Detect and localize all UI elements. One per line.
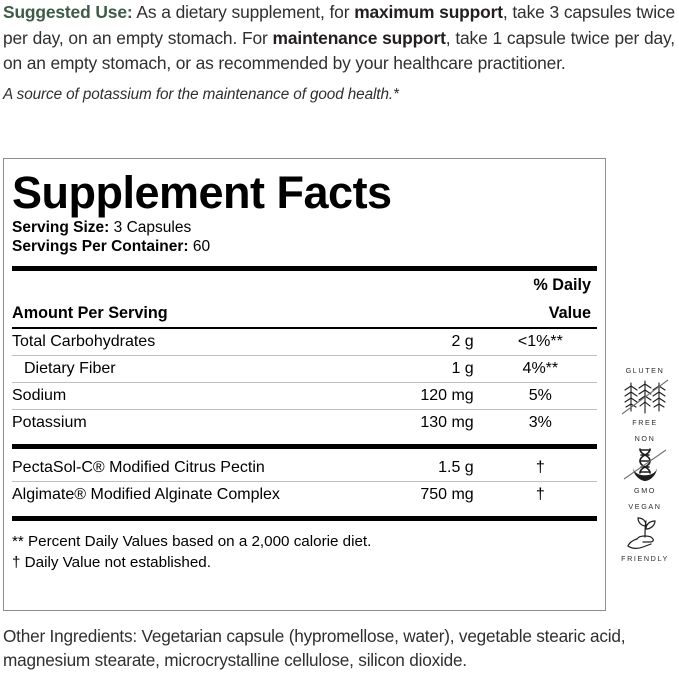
badge-vegan-friendly-bottom-label: FRIENDLY: [621, 554, 669, 563]
nutrient-daily-value: 5%: [528, 387, 552, 404]
supplement-facts-panel: Supplement Facts Serving Size: 3 Capsule…: [3, 158, 606, 611]
nutrient-name: Sodium: [12, 387, 67, 404]
row-separator: [12, 409, 597, 410]
nutrient-name: Dietary Fiber: [24, 360, 116, 377]
ingredient-amount: 1.5 g: [438, 459, 474, 476]
nutrient-daily-value: <1%**: [517, 333, 563, 350]
rule-above-header: [12, 266, 597, 271]
rule-below-header: [12, 327, 597, 329]
table-row: Total Carbohydrates 2 g <1%**: [12, 329, 597, 355]
suggested-use-text-3: , take 1 capsule twice per day, on an em…: [3, 27, 675, 74]
nutrient-amount: 1 g: [451, 360, 474, 377]
footnote-daily-value-not-established: † Daily Value not established.: [12, 554, 211, 571]
nutrition-facts-table: Amount Per Serving % Daily Value: [12, 271, 597, 327]
badge-vegan-friendly: VEGAN FRIENDLY: [614, 502, 676, 564]
badge-non-gmo: NON GMO: [614, 434, 676, 496]
wheat-slash-icon: [621, 379, 669, 415]
suggested-use-section: Suggested Use: As a dietary supplement, …: [3, 0, 675, 105]
ingredient-amount: 750 mg: [420, 486, 474, 503]
table-row: Algimate® Modified Alginate Complex 750 m…: [12, 482, 597, 508]
suggested-use-bold-2: maintenance support: [272, 27, 446, 48]
nutrient-daily-value: 3%: [528, 414, 552, 431]
proprietary-ingredient-rows: PectaSol-C® Modified Citrus Pectin 1.5 g †…: [12, 455, 597, 508]
suggested-use-label: Suggested Use:: [3, 2, 133, 22]
table-row: Dietary Fiber 1 g 4%**: [12, 356, 597, 382]
nutrient-amount: 130 mg: [420, 414, 474, 431]
primary-nutrients-table: Total Carbohydrates 2 g <1%** Dietary Fiber…: [12, 329, 597, 436]
rule-above-proprietary: [12, 444, 597, 449]
proprietary-ingredients-table: PectaSol-C® Modified Citrus Pectin 1.5 g †…: [12, 455, 597, 508]
servings-per-container-line: Servings Per Container: 60: [12, 238, 597, 257]
badge-gluten-free-top-label: GLUTEN: [625, 366, 665, 375]
row-separator: [12, 355, 597, 356]
other-ingredients-paragraph: Other Ingredients: Vegetarian capsule (h…: [3, 625, 677, 672]
ingredient-name: PectaSol-C® Modified Citrus Pectin: [12, 459, 265, 476]
other-ingredients-label: Other Ingredients:: [3, 626, 137, 646]
suggested-use-bold-1: maximum support: [354, 2, 503, 22]
header-daily-value: % Daily Value: [533, 276, 591, 322]
hand-sprout-icon: [627, 517, 656, 549]
health-claim-text: A source of potassium for the maintenanc…: [3, 85, 399, 103]
other-ingredients-text: Vegetarian capsule (hypromellose, water)…: [3, 626, 626, 670]
nutrient-amount: 120 mg: [420, 387, 474, 404]
dna-slash-icon: [623, 448, 667, 481]
rule-below-proprietary: [12, 516, 597, 521]
badge-vegan-friendly-top-label: VEGAN: [628, 502, 662, 511]
nutrient-name: Total Carbohydrates: [12, 333, 156, 350]
footnotes-block: ** Percent Daily Values based on a 2,000…: [12, 531, 597, 573]
badge-gluten-free: GLUTEN FREE: [614, 366, 676, 428]
badge-non-gmo-bottom-label: GMO: [634, 486, 656, 495]
header-amount-per-serving: Amount Per Serving: [12, 304, 168, 322]
table-row: Sodium 120 mg 5%: [12, 383, 597, 409]
servings-per-container-value: 60: [188, 237, 211, 255]
ingredient-daily-value: †: [535, 486, 545, 503]
table-header-row: Amount Per Serving % Daily Value: [12, 271, 597, 327]
table-row: PectaSol-C® Modified Citrus Pectin 1.5 g †: [12, 455, 597, 481]
ingredient-name: Algimate® Modified Alginate Complex: [12, 486, 280, 503]
badge-gluten-free-bottom-label: FREE: [632, 418, 658, 427]
table-row: Potassium 130 mg 3%: [12, 410, 597, 436]
nutrient-daily-value: 4%**: [522, 360, 559, 377]
suggested-use-text-1: As a dietary supplement, for: [132, 2, 355, 22]
serving-size-line: Serving Size: 3 Capsules: [12, 219, 597, 238]
badge-non-gmo-top-label: NON: [634, 434, 656, 443]
suggested-use-paragraph: Suggested Use: As a dietary supplement, …: [3, 0, 675, 77]
supplement-facts-title: Supplement Facts: [12, 167, 392, 218]
row-separator: [12, 382, 597, 383]
nutrient-name: Potassium: [12, 414, 87, 431]
row-separator: [12, 481, 597, 482]
servings-per-container-label: Servings Per Container:: [12, 237, 189, 255]
nutrient-amount: 2 g: [451, 333, 474, 350]
suggested-use-text-2: , take 3 capsules twice per day, on an e…: [3, 2, 675, 48]
ingredient-daily-value: †: [535, 459, 545, 476]
footnote-percent-daily-value: ** Percent Daily Values based on a 2,000…: [12, 533, 372, 550]
primary-nutrient-rows: Total Carbohydrates 2 g <1%** Dietary Fiber…: [12, 329, 597, 436]
serving-size-label: Serving Size:: [12, 219, 110, 236]
certification-badges: GLUTEN FREE NON: [614, 366, 676, 570]
serving-size-value: 3 Capsules: [109, 219, 192, 236]
